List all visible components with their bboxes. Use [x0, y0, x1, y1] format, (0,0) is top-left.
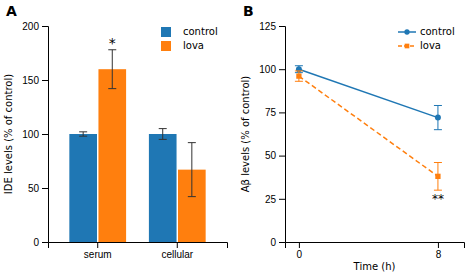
- y-tick-mark: [279, 156, 285, 157]
- x-axis-line: [49, 243, 228, 249]
- x-axis: 08: [286, 242, 465, 260]
- x-tick-mark: [299, 242, 300, 248]
- x-tick: 0: [297, 242, 303, 260]
- legend: control lova: [398, 26, 455, 51]
- y-tick: 100: [259, 64, 285, 75]
- legend-marker: [404, 29, 409, 34]
- panel-title: B: [243, 3, 254, 19]
- y-axis-label: IDE levels (% of control): [3, 74, 14, 194]
- x-tick: 8: [436, 242, 442, 260]
- y-tick-label: 75: [265, 107, 277, 118]
- plot-area: [295, 66, 442, 190]
- panel: 0 50 100 150 200 IDE levels (% of control) ser…: [3, 3, 228, 260]
- y-tick-mark: [42, 242, 48, 243]
- y-tick-label: 100: [22, 129, 39, 140]
- y-axis-line: [42, 27, 49, 243]
- y-axis-line: [279, 27, 286, 243]
- bar: [69, 134, 97, 242]
- point: [435, 115, 441, 121]
- legend-entry: control: [398, 26, 455, 37]
- y-tick-label: 0: [270, 237, 276, 248]
- line: [299, 76, 438, 176]
- y-tick-mark: [279, 26, 285, 27]
- legend-label: lova: [183, 40, 204, 51]
- error-bar: [434, 105, 442, 129]
- x-tick-label: serum: [84, 249, 112, 260]
- point: [296, 73, 301, 78]
- x-tick-label: 0: [297, 249, 303, 260]
- y-tick-mark: [42, 188, 48, 189]
- y-tick: 50: [265, 150, 285, 161]
- y-tick: 150: [22, 75, 48, 86]
- figure: 0 50 100 150 200 IDE levels (% of control) ser…: [0, 0, 474, 274]
- x-axis-label: Time (h): [353, 261, 396, 272]
- legend-entry: lova: [161, 40, 204, 51]
- error-bar: [188, 143, 196, 197]
- y-tick: 100: [22, 129, 48, 140]
- y-tick-label: 50: [265, 150, 277, 161]
- legend: control lova: [161, 26, 218, 51]
- x-tick: cellular: [161, 242, 193, 260]
- x-tick-mark: [438, 242, 439, 248]
- y-tick-label: 100: [259, 64, 276, 75]
- y-tick-mark: [279, 199, 285, 200]
- x-tick-mark: [177, 242, 178, 248]
- bar: [149, 134, 177, 242]
- legend-swatch: [161, 27, 171, 37]
- y-tick: 0: [270, 237, 285, 248]
- annotation: **: [432, 192, 444, 206]
- x-axis: serum cellular: [49, 242, 228, 260]
- y-tick-label: 150: [22, 75, 39, 86]
- y-tick: 125: [259, 21, 285, 32]
- x-axis-line: [286, 243, 465, 249]
- legend-entry: control: [161, 26, 218, 37]
- y-tick: 200: [22, 21, 48, 32]
- x-tick-label: 8: [436, 249, 442, 260]
- y-axis-label: Aβ levels (% of control): [240, 76, 251, 193]
- y-tick-label: 0: [33, 237, 39, 248]
- y-tick: 0: [33, 237, 48, 248]
- y-axis: 0 50 100 150 200: [22, 21, 48, 248]
- y-tick-mark: [42, 80, 48, 81]
- y-tick-mark: [279, 112, 285, 113]
- y-tick-mark: [279, 69, 285, 70]
- error-bar: [295, 71, 303, 81]
- y-tick-label: 125: [259, 21, 276, 32]
- y-tick-mark: [42, 134, 48, 135]
- x-tick-label: cellular: [161, 249, 193, 260]
- legend-marker: [405, 44, 410, 49]
- line: [299, 69, 438, 117]
- x-tick: serum: [84, 242, 112, 260]
- y-tick: 75: [265, 107, 285, 118]
- y-tick-label: 50: [28, 183, 40, 194]
- panel-title: A: [6, 3, 17, 19]
- y-tick: 50: [28, 183, 48, 194]
- error-bar: [159, 129, 167, 140]
- y-tick-label: 25: [265, 194, 277, 205]
- legend-label: control: [420, 26, 455, 37]
- point: [435, 174, 440, 179]
- error-bar: [79, 132, 87, 136]
- error-bar: [434, 163, 442, 191]
- y-tick-mark: [42, 26, 48, 27]
- bar: [98, 69, 126, 242]
- y-axis: 0 25 50 75 100 125: [259, 21, 285, 248]
- y-tick-label: 200: [22, 21, 39, 32]
- legend-label: control: [183, 26, 218, 37]
- legend-swatch: [161, 41, 171, 51]
- legend-entry: lova: [398, 40, 441, 51]
- legend-label: lova: [420, 40, 441, 51]
- y-tick: 25: [265, 194, 285, 205]
- y-tick-mark: [279, 242, 285, 243]
- error-bar: [108, 50, 116, 89]
- x-tick-mark: [97, 242, 98, 248]
- annotation: *: [109, 35, 116, 51]
- plot-area: [69, 50, 205, 242]
- panel: 0255075100125Aβ levels (% of control)08T…: [240, 3, 465, 272]
